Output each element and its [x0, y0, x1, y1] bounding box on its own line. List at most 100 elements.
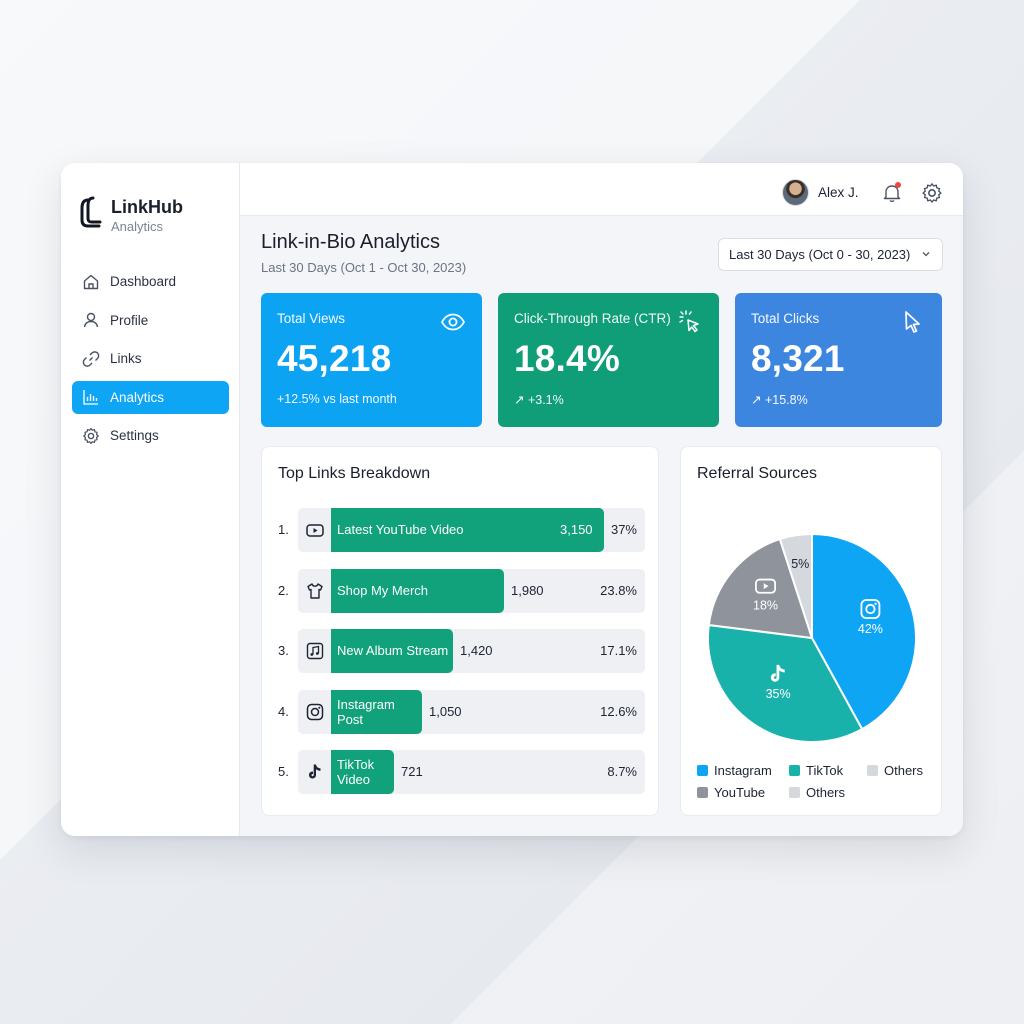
kpi-delta: +12.5% vs last month [277, 392, 397, 406]
kpi-label: Total Views [277, 311, 346, 326]
legend-label: TikTok [806, 763, 844, 778]
top-links-panel: Top Links Breakdown 1. Latest YouTube Vid… [261, 446, 659, 816]
link-label: TikTok Video [337, 757, 375, 787]
kpi-total-views[interactable]: Total Views 45,218 +12.5% vs last month [261, 293, 482, 427]
app-subtitle: Analytics [111, 219, 164, 234]
top-link-row[interactable]: 4. Instagram Post 1,050 12.6% [262, 689, 660, 734]
link-count: 1,050 [429, 703, 462, 719]
link-bar-track: TikTok Video 721 8.7% [298, 750, 645, 794]
sidebar-item-settings[interactable]: Settings [72, 419, 229, 452]
user-name: Alex J. [818, 185, 859, 200]
pie-slice-label: 35% [766, 687, 791, 701]
date-range-select[interactable]: Last 30 Days (Oct 0 - 30, 2023) [718, 238, 943, 271]
legend-item-tiktok: TikTok [789, 763, 843, 778]
linkhub-logo-icon [80, 196, 102, 228]
legend-label: Others [806, 785, 846, 800]
link-label: New Album Stream [337, 643, 449, 658]
sidebar-item-label: Dashboard [110, 274, 177, 289]
link-label: Instagram Post [337, 696, 395, 727]
link-percent: 23.8% [600, 582, 637, 598]
chevron-down-icon [922, 252, 930, 257]
kpi-total-clicks[interactable]: Total Clicks 8,321 ↗ +15.8% [735, 293, 942, 427]
youtube-icon [755, 578, 777, 594]
link-bar-fill [331, 689, 422, 734]
top-link-row[interactable]: 1. Latest YouTube Video 3,150 37% [262, 508, 660, 552]
sidebar-item-label: Analytics [110, 389, 165, 405]
tshirt-icon [304, 580, 326, 602]
notifications-button[interactable] [881, 182, 903, 204]
click-icon [679, 310, 699, 333]
date-range-value: Last 30 Days (Oct 0 - 30, 2023) [729, 247, 911, 262]
user-icon [81, 310, 101, 330]
sidebar: LinkHub Analytics Dashboard Profile [61, 163, 240, 836]
top-link-row[interactable]: 5. TikTok Video 721 8.7% [262, 750, 660, 794]
referral-sources-panel: Referral Sources 42% 35% 18% 5% Instagram Ti… [680, 446, 942, 816]
sidebar-item-profile[interactable]: Profile [72, 304, 229, 337]
page-title: Link-in-Bio Analytics [261, 231, 440, 253]
top-link-row[interactable]: 2. Shop My Merch 1,980 23.8% [262, 568, 660, 613]
legend-swatch [697, 787, 708, 798]
link-label: Shop My Merch [337, 582, 429, 598]
legend-swatch [789, 787, 800, 798]
sidebar-item-dashboard[interactable]: Dashboard [72, 265, 229, 298]
panel-title: Referral Sources [697, 465, 818, 482]
link-percent: 12.6% [600, 703, 637, 719]
top-link-row[interactable]: 3. New Album Stream 1,420 17.1% [262, 629, 660, 673]
legend-item-youtube: YouTube [697, 785, 765, 800]
link-percent: 8.7% [607, 764, 637, 779]
settings-button[interactable] [921, 182, 943, 204]
brand[interactable]: LinkHub Analytics [79, 196, 183, 236]
pie-slice-others[interactable] [778, 532, 813, 639]
legend-item-others: Others [789, 785, 845, 800]
legend-label: Others [884, 763, 924, 778]
legend-swatch [867, 765, 878, 776]
instagram-icon [860, 599, 881, 619]
link-bar-fill [331, 568, 504, 613]
kpi-ctr[interactable]: Click-Through Rate (CTR) 18.4% ↗ +3.1% [498, 293, 719, 427]
instagram-icon [304, 701, 326, 723]
link-bar-track: Instagram Post 1,050 12.6% [298, 689, 645, 734]
link-percent: 17.1% [600, 643, 637, 658]
link-icon [81, 349, 101, 369]
kpi-value: 18.4% [514, 338, 620, 379]
tiktok-icon [304, 761, 326, 783]
topbar: Alex J. [240, 163, 963, 216]
pie-slice-label: 42% [858, 622, 883, 636]
pie-slice-tiktok[interactable] [707, 623, 864, 743]
tiktok-icon [770, 664, 785, 682]
kpi-label: Click-Through Rate (CTR) [514, 311, 671, 326]
kpi-delta: ↗ +3.1% [514, 393, 564, 407]
link-rank: 2. [278, 582, 289, 598]
legend-swatch [789, 765, 800, 776]
eye-icon [440, 313, 466, 331]
link-percent: 37% [610, 522, 637, 537]
sidebar-item-links[interactable]: Links [72, 342, 229, 375]
user-menu[interactable]: Alex J. [782, 179, 859, 206]
main-content: Alex J. Link-in-Bio Analytics Last 30 Da… [240, 163, 963, 836]
legend-label: Instagram [714, 763, 772, 778]
kpi-delta: ↗ +15.8% [751, 393, 808, 407]
kpi-label: Total Clicks [751, 311, 820, 326]
notification-dot [895, 182, 901, 188]
home-icon [81, 272, 101, 292]
link-bar-track: Shop My Merch 1,980 23.8% [298, 568, 645, 613]
pie-slice-instagram[interactable] [811, 532, 917, 731]
avatar [782, 179, 809, 206]
sidebar-item-analytics[interactable]: Analytics [72, 380, 229, 414]
app-window: LinkHub Analytics Dashboard Profile [61, 163, 963, 836]
pie-slice-label: 5% [791, 557, 809, 571]
sidebar-item-label: Links [110, 351, 142, 366]
panel-title: Top Links Breakdown [278, 465, 431, 482]
pie-slice-youtube[interactable] [707, 537, 814, 640]
link-count: 721 [401, 764, 423, 779]
gear-icon [922, 183, 942, 203]
pie-svg: 42% 35% 18% 5% [707, 532, 917, 743]
app-name: LinkHub [111, 197, 183, 217]
link-bar-track: Latest YouTube Video 3,150 37% [298, 508, 645, 552]
kpi-value: 45,218 [277, 338, 392, 379]
legend-swatch [697, 765, 708, 776]
legend-item-others: Others [867, 763, 923, 778]
link-bar-fill [331, 629, 453, 673]
link-rank: 1. [278, 522, 289, 537]
kpi-value: 8,321 [751, 338, 845, 379]
